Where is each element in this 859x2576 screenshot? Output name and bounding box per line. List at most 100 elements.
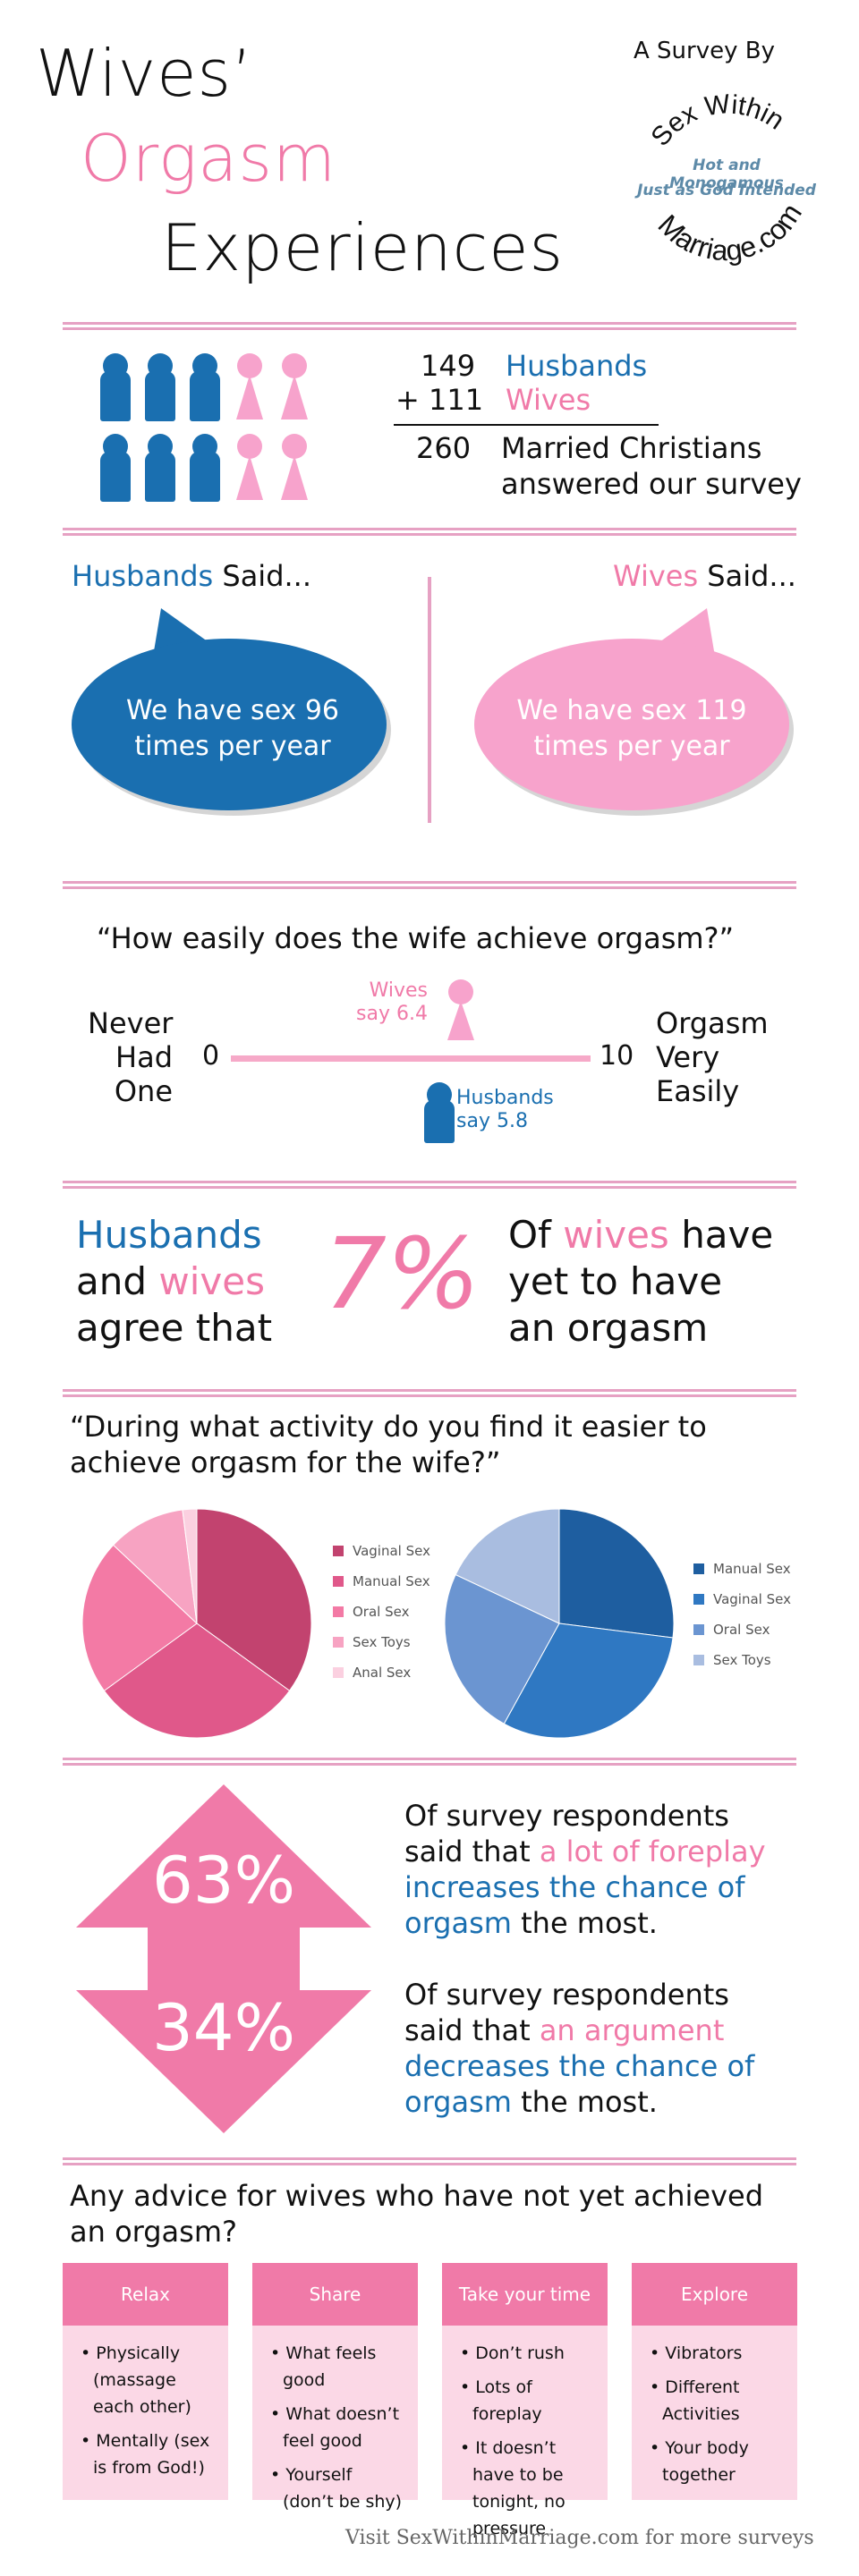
wives-label: Wives <box>506 383 591 417</box>
advice-card-title: Share <box>252 2263 418 2326</box>
wives-marker-icon <box>446 979 476 1042</box>
husbands-score-label: Husbands say 5.8 <box>456 1087 554 1133</box>
agree-that: agree that <box>76 1306 273 1350</box>
wives-bubble-text: We have sex 119 times per year <box>471 693 793 765</box>
divider <box>63 881 796 889</box>
logo-ring: Sex Within Marriage.com <box>645 89 808 267</box>
pie-slice-oral-sex <box>444 1573 560 1724</box>
pie-slice-anal-sex <box>182 1508 198 1624</box>
pie-slice-manual-sex <box>103 1623 291 1739</box>
legend-label: Vaginal Sex <box>713 1591 791 1607</box>
husband-icon <box>100 353 131 421</box>
advice-item: • Yourself (don’t be shy) <box>270 2465 403 2512</box>
scale-left-line2: Had <box>115 1040 173 1074</box>
scale-right-line2: Very <box>656 1040 720 1074</box>
foreplay-orgasm: orgasm <box>404 1906 512 1940</box>
argument-highlight: an argument <box>539 2013 725 2047</box>
title-experiences: Experiences <box>161 210 565 285</box>
wives-said-word: Wives <box>613 559 699 593</box>
advice-card-body: • Vibrators • Different Activities • You… <box>632 2326 797 2500</box>
argument-line1: Of survey respondents <box>404 1978 729 2012</box>
legend-item: Manual Sex <box>693 1561 791 1577</box>
legend-label: Manual Sex <box>713 1561 791 1577</box>
total-label-2: answered our survey <box>501 467 802 501</box>
vertical-divider <box>428 577 431 823</box>
wives-speech-bubble <box>474 608 794 816</box>
title-wives: Wives’ <box>36 36 253 111</box>
ease-question: “How easily does the wife achieve orgasm… <box>97 921 735 955</box>
argument-the-most: the most. <box>521 2085 658 2119</box>
agree-yet-to-have: yet to have <box>508 1259 723 1303</box>
husbands-bubble-line2: times per year <box>134 731 331 762</box>
legend-item: Oral Sex <box>693 1622 770 1638</box>
argument-text: Of survey respondents said that an argum… <box>404 1977 754 2120</box>
legend-swatch <box>693 1594 704 1605</box>
advice-item: • Physically (massage each other) <box>81 2343 191 2417</box>
legend-label: Sex Toys <box>353 1634 411 1650</box>
foreplay-highlight: a lot of foreplay <box>539 1835 766 1868</box>
wives-bubble-line1: We have sex 119 <box>516 695 747 726</box>
advice-item: • Vibrators <box>650 2343 743 2363</box>
agree-and: and <box>76 1259 148 1303</box>
activity-question-line2: achieve orgasm for the wife?” <box>70 1445 501 1479</box>
scale-max: 10 <box>600 1040 634 1072</box>
agree-have: have <box>681 1213 774 1257</box>
advice-item: • What doesn’t feel good <box>270 2404 400 2451</box>
scale-left-label: Never Had One <box>88 1006 173 1108</box>
argument-decreases: decreases the chance of <box>404 2049 755 2083</box>
legend-label: Oral Sex <box>353 1604 410 1620</box>
scale-right-label: Orgasm Very Easily <box>656 1006 769 1108</box>
said-word: Said... <box>707 559 796 593</box>
legend-swatch <box>333 1576 344 1587</box>
agree-left-text: Husbands and wives agree that <box>76 1212 272 1352</box>
agree-of: Of <box>508 1213 551 1257</box>
husbands-said-heading: Husbands Said... <box>72 559 311 593</box>
husbands-bubble-text: We have sex 96 times per year <box>72 693 394 765</box>
advice-question-line2: an orgasm? <box>70 2215 237 2249</box>
wives-activity-pie <box>81 1508 312 1739</box>
activity-question: “During what activity do you find it eas… <box>70 1409 707 1480</box>
wife-icon <box>234 353 265 421</box>
wives-count: + 111 <box>395 383 484 417</box>
scale-bar <box>231 1055 591 1062</box>
divider <box>63 1181 796 1189</box>
legend-swatch <box>333 1667 344 1678</box>
divider <box>63 2157 796 2165</box>
logo-tagline-1: Hot and Monogamous <box>669 157 784 192</box>
agree-percent: 7% <box>324 1216 481 1331</box>
footer-link[interactable]: Visit SexWithinMarriage.com for more sur… <box>345 2527 814 2549</box>
foreplay-line1: Of survey respondents <box>404 1799 729 1833</box>
scale-right-line1: Orgasm <box>656 1006 769 1040</box>
advice-card-body: • What feels good • What doesn’t feel go… <box>252 2326 418 2512</box>
husband-icon <box>145 353 175 421</box>
legend-swatch <box>333 1606 344 1617</box>
husbands-score-line2: say 5.8 <box>456 1110 528 1132</box>
legend-label: Oral Sex <box>713 1622 770 1638</box>
divider <box>63 1389 796 1397</box>
total-count: 260 <box>416 431 472 465</box>
pie-slice-oral-sex <box>81 1544 198 1691</box>
foreplay-said-that: said that <box>404 1835 531 1868</box>
agree-wives-2: wives <box>563 1213 669 1257</box>
wife-icon <box>234 434 265 502</box>
advice-card-title: Explore <box>632 2263 797 2326</box>
divider <box>63 322 796 330</box>
wife-icon <box>279 353 310 421</box>
advice-card-title: Take your time <box>442 2263 608 2326</box>
advice-question-line1: Any advice for wives who have not yet ac… <box>70 2179 763 2213</box>
foreplay-text: Of survey respondents said that a lot of… <box>404 1798 766 1941</box>
legend-swatch <box>693 1655 704 1665</box>
legend-item: Oral Sex <box>333 1604 409 1620</box>
pie-slice-vaginal-sex <box>196 1508 312 1691</box>
wives-bubble-line2: times per year <box>533 731 730 762</box>
pie-slice-sex-toys <box>455 1508 560 1624</box>
legend-item: Manual Sex <box>333 1573 430 1589</box>
husbands-count: 149 <box>421 349 476 383</box>
husbands-marker-icon <box>424 1082 455 1145</box>
activity-question-line1: “During what activity do you find it eas… <box>70 1410 707 1444</box>
advice-item: • What feels good <box>270 2343 377 2390</box>
legend-swatch <box>333 1637 344 1648</box>
argument-orgasm: orgasm <box>404 2085 512 2119</box>
husbands-bubble-line1: We have sex 96 <box>125 695 340 726</box>
wives-score-line1: Wives <box>369 979 428 1002</box>
